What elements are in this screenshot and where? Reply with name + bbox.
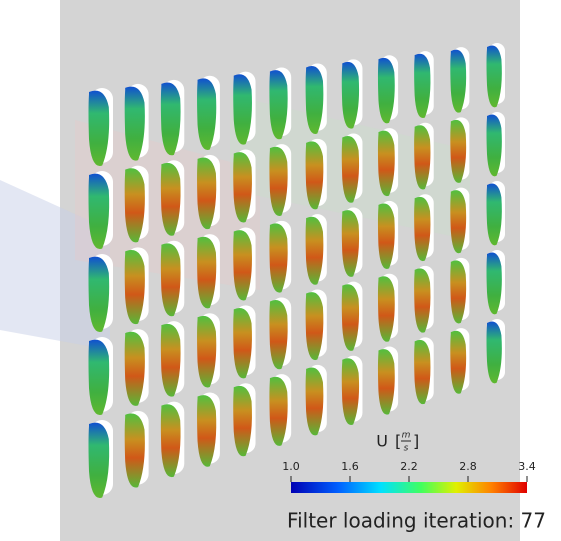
- colorbar-tick-label: 3.4: [518, 460, 536, 473]
- colorbar-quantity: U: [376, 432, 388, 451]
- colorbar-title: U [ m s ]: [376, 431, 419, 454]
- caption: Filter loading iteration: 77: [287, 509, 546, 533]
- colorbar-tick-label: 1.0: [282, 460, 300, 473]
- unit-numerator: m: [402, 431, 411, 441]
- unit-denominator: s: [404, 444, 409, 454]
- bracket: ]: [413, 432, 419, 451]
- bracket: [: [395, 432, 401, 451]
- colorbar-tick-label: 2.2: [400, 460, 418, 473]
- colorbar-tick-label: 1.6: [341, 460, 359, 473]
- colorbar-tick-label: 2.8: [459, 460, 477, 473]
- colorbar: [291, 482, 527, 493]
- page: {"colorbar": {"title": "U", "unit_numera…: [0, 0, 561, 541]
- visualization: U [ m s ] Filter loading iteration: 77 1…: [0, 0, 561, 541]
